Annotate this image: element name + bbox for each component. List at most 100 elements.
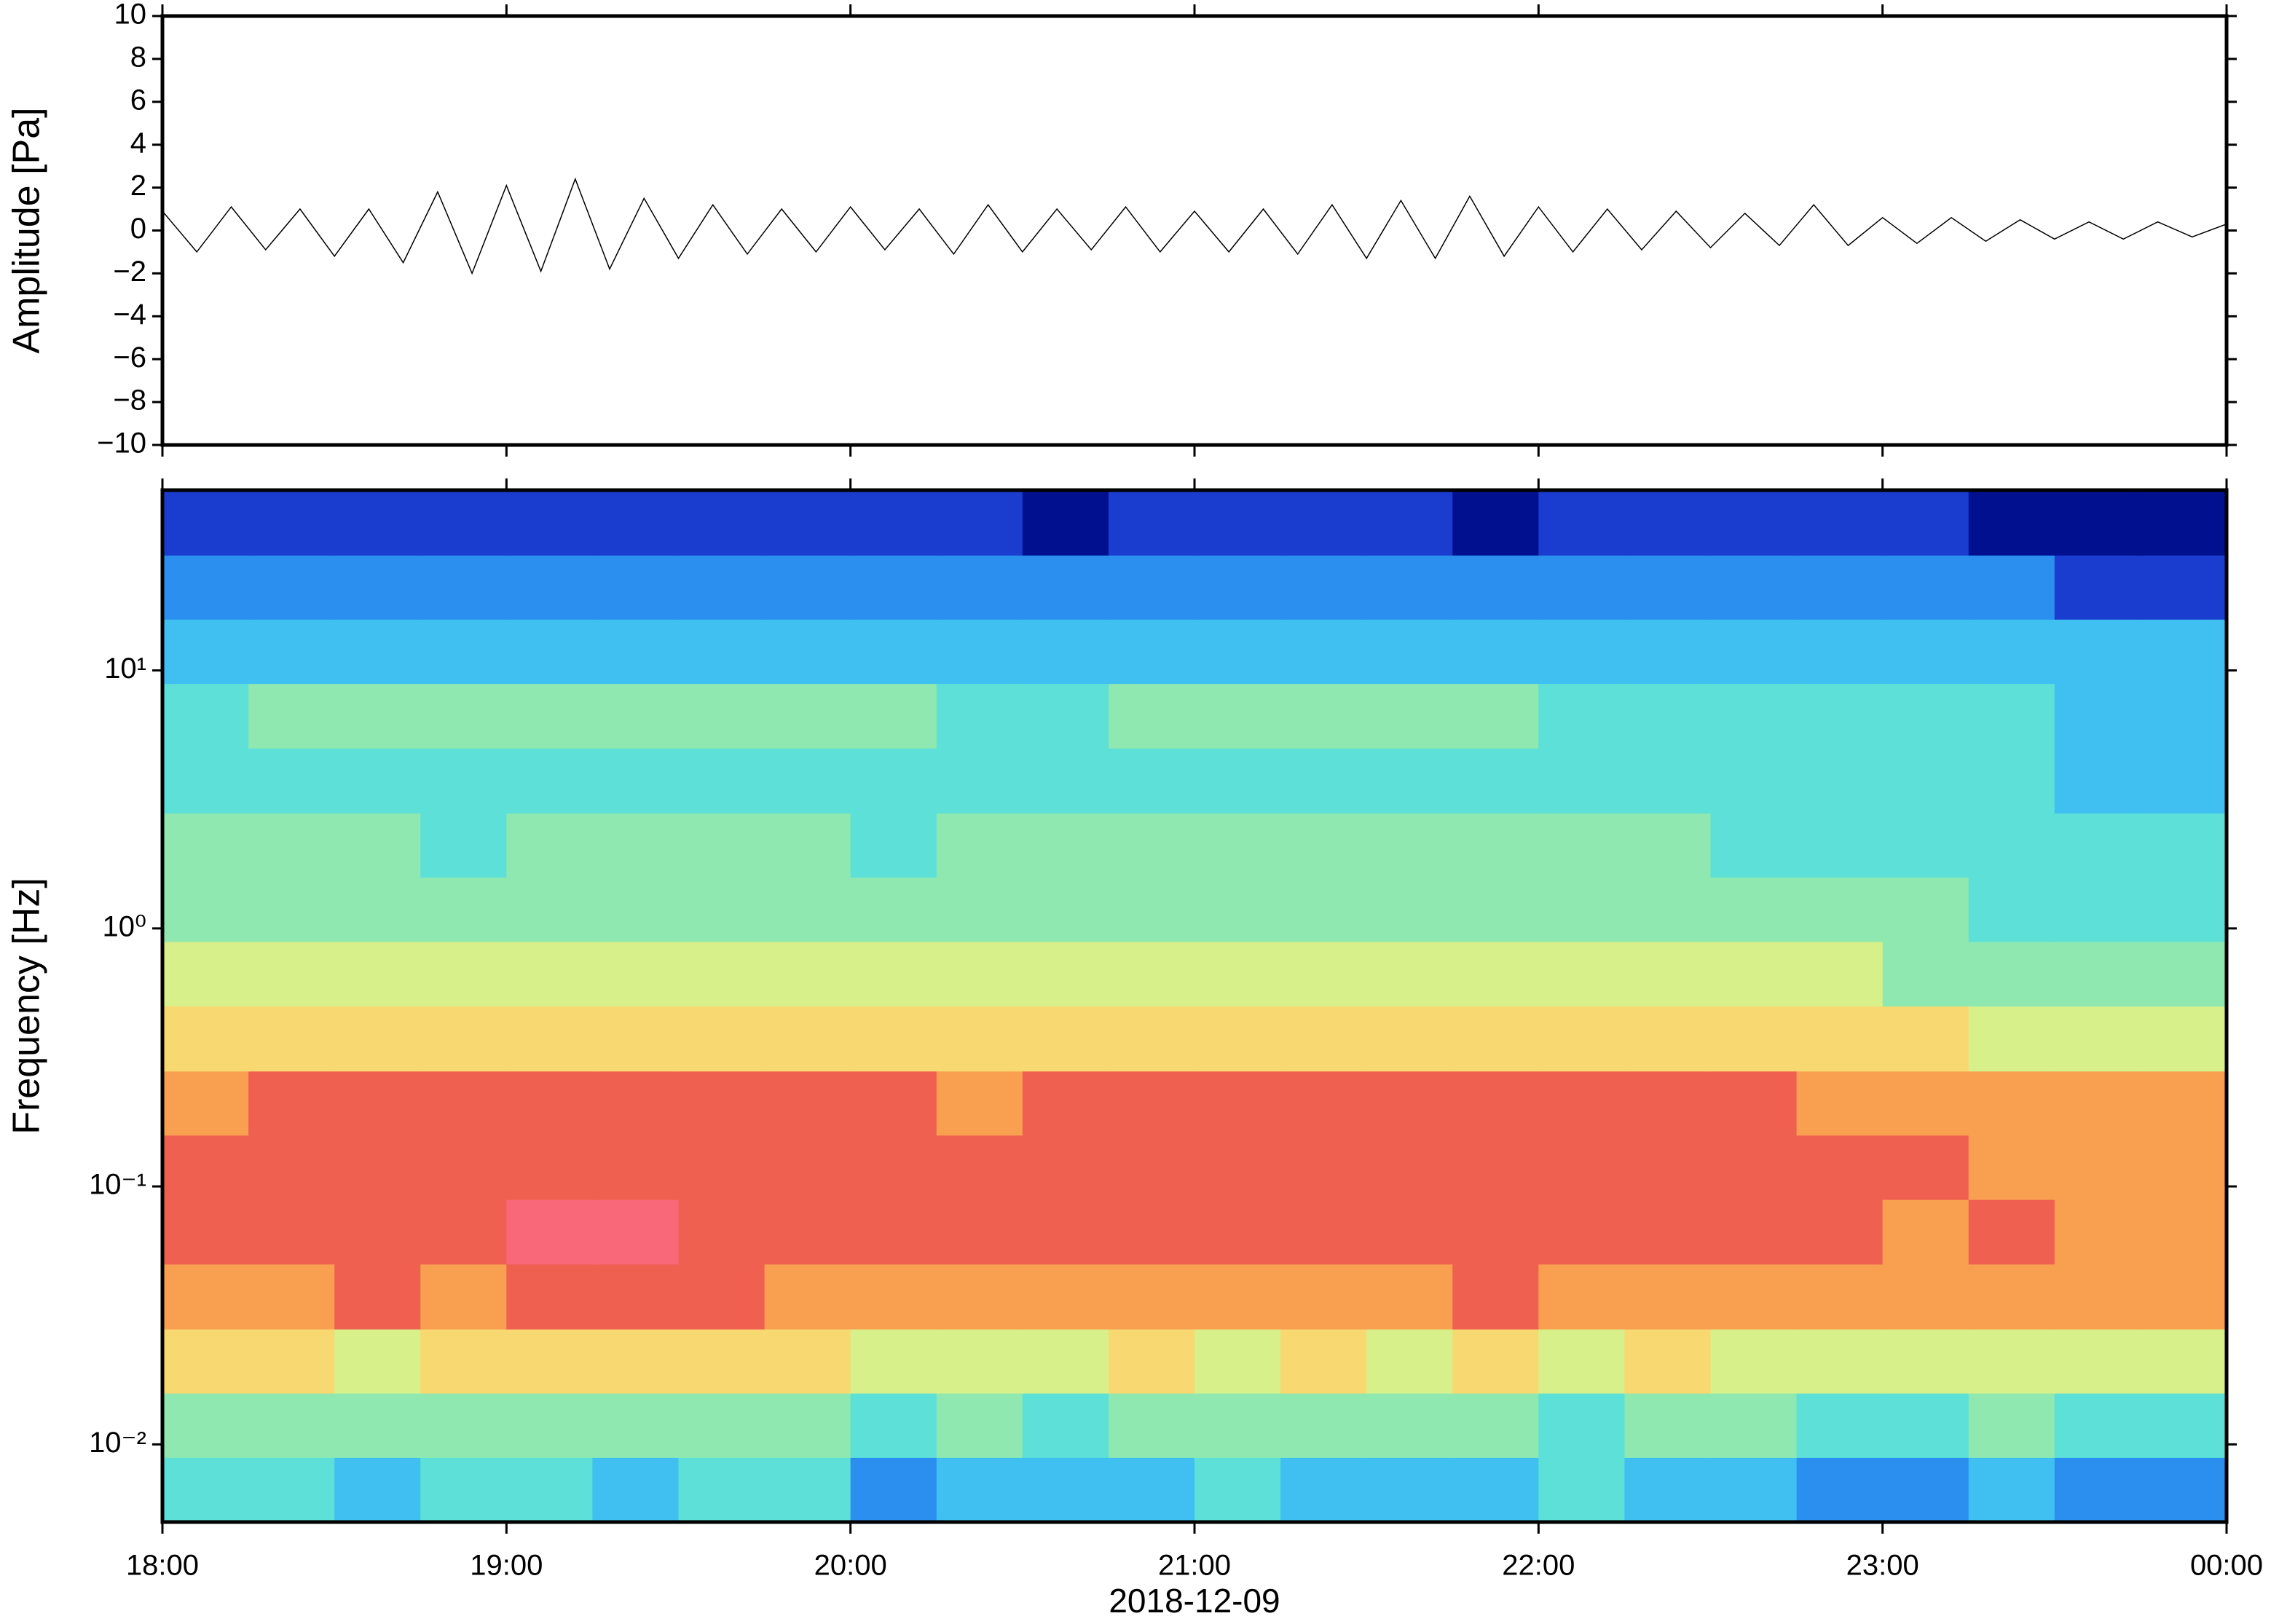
heat-cell [1882, 1006, 1969, 1072]
heat-cell [936, 1392, 1023, 1458]
heat-cell [1280, 1328, 1367, 1394]
heat-cell [2140, 748, 2227, 814]
plot-frame [160, 14, 2229, 447]
heat-cell [764, 1199, 851, 1265]
heat-cell [506, 941, 594, 1007]
heat-cell [1882, 683, 1969, 749]
heat-cell [678, 748, 765, 814]
heat-cell [1280, 1006, 1367, 1072]
heat-cell [2054, 877, 2141, 942]
heat-cell [764, 1328, 851, 1394]
heat-cell [1968, 1328, 2055, 1394]
heat-cell [1452, 1071, 1539, 1136]
heat-cell [2140, 555, 2227, 620]
heat-cell [936, 490, 1023, 556]
heat-cell [592, 1006, 680, 1072]
heat-cell [334, 619, 421, 685]
heat-cell [1968, 1457, 2055, 1523]
heat-cell [1280, 748, 1367, 814]
heat-cell [1624, 1071, 1712, 1136]
heat-cell [506, 1199, 594, 1265]
heat-cell [1452, 555, 1539, 620]
heat-cell [1968, 941, 2055, 1007]
heat-cell [678, 1006, 765, 1072]
heat-cell [764, 1071, 851, 1136]
heat-cell [2140, 1392, 2227, 1458]
heat-cell [1796, 1071, 1884, 1136]
heat-cell [1968, 683, 2055, 749]
heat-cell [1624, 748, 1712, 814]
heat-cell [1968, 1135, 2055, 1200]
heat-cell [1366, 941, 1453, 1007]
heat-cell [162, 877, 249, 942]
heat-cell [1452, 1135, 1539, 1200]
heat-cell [1538, 941, 1626, 1007]
heat-cell [1538, 1199, 1626, 1265]
heat-cell [1022, 1328, 1109, 1394]
heat-cell [1968, 619, 2055, 685]
heat-cell [1022, 877, 1109, 942]
x-tick-label: 23:00 [1846, 1550, 1919, 1582]
heat-cell [506, 1006, 594, 1072]
heat-cell [1882, 1392, 1969, 1458]
heat-cell [1366, 1135, 1453, 1200]
heat-cell [764, 1457, 851, 1523]
heat-cell [1710, 1264, 1798, 1330]
heat-cell [2140, 490, 2227, 556]
y-tick-label: 4 [130, 127, 146, 159]
heat-cell [1968, 490, 2055, 556]
heat-cell [334, 555, 421, 620]
heat-cell [850, 1135, 937, 1200]
y-tick-label: −8 [113, 385, 146, 417]
heat-cell [850, 1457, 937, 1523]
y-tick-label: 10⁻² [89, 1427, 146, 1459]
heat-cell [1796, 748, 1884, 814]
heat-cell [678, 1457, 765, 1523]
y-tick-label: 10 [114, 0, 147, 31]
y-tick-label: −4 [113, 299, 146, 331]
heat-cell [1624, 490, 1712, 556]
heat-cell [162, 1199, 249, 1265]
heat-cell [1710, 1135, 1798, 1200]
heat-cell [1366, 1199, 1453, 1265]
heat-cell [1022, 1392, 1109, 1458]
heat-cell [1022, 1135, 1109, 1200]
heat-cell [764, 490, 851, 556]
heat-cell [162, 941, 249, 1007]
heat-cell [1194, 1071, 1281, 1136]
heat-cell [764, 1264, 851, 1330]
heat-cell [2140, 941, 2227, 1007]
heat-cell [2054, 1199, 2141, 1265]
heat-cell [2140, 1457, 2227, 1523]
heat-cell [1280, 1071, 1367, 1136]
heat-cell [678, 1135, 765, 1200]
heat-cell [1882, 1071, 1969, 1136]
heat-cell [1882, 1328, 1969, 1394]
heat-cell [1796, 1199, 1884, 1265]
heat-cell [506, 1071, 594, 1136]
y-tick-label: 2 [130, 170, 146, 202]
heat-cell [1710, 1392, 1798, 1458]
heat-cell [678, 877, 765, 942]
heat-cell [1710, 941, 1798, 1007]
heat-cell [1968, 748, 2055, 814]
heat-cell [1022, 1006, 1109, 1072]
heat-cell [334, 1264, 421, 1330]
heat-cell [2140, 1199, 2227, 1265]
heat-cell [1624, 1135, 1712, 1200]
heat-cell [1538, 490, 1626, 556]
heat-cell [764, 748, 851, 814]
heat-cell [162, 1457, 249, 1523]
heat-cell [1194, 683, 1281, 749]
heat-cell [1022, 683, 1109, 749]
heat-cell [936, 619, 1023, 685]
heat-cell [1452, 619, 1539, 685]
heat-cell [334, 490, 421, 556]
heat-cell [248, 1006, 335, 1072]
heat-cell [162, 490, 249, 556]
heat-cell [2054, 1135, 2141, 1200]
heat-cell [1968, 1006, 2055, 1072]
heat-cell [1280, 555, 1367, 620]
heat-cell [506, 1328, 594, 1394]
heat-cell [248, 1328, 335, 1394]
